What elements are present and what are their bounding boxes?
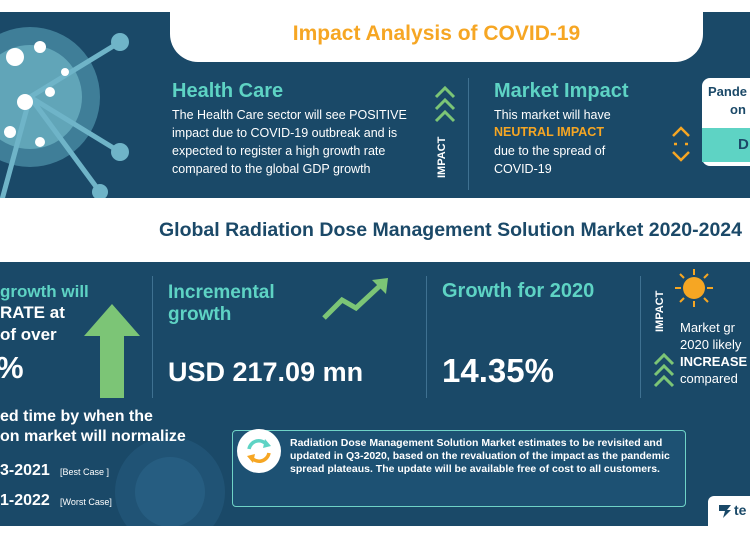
neutral-impact-highlight: NEUTRAL IMPACT	[494, 125, 604, 139]
growth-2020-value: 14.35%	[442, 352, 554, 389]
divider	[640, 276, 641, 398]
incremental-value: USD 217.09 mn	[168, 357, 364, 387]
best-case-years: 3-2021	[0, 462, 50, 479]
impact-vertical-label-2: IMPACT	[654, 290, 666, 332]
normalize-line2: on market will normalize	[0, 428, 186, 445]
update-note-text: Radiation Dose Management Solution Marke…	[290, 437, 670, 475]
divider	[426, 276, 427, 398]
pandemic-tab-line2: on	[730, 102, 746, 117]
left-stat-value: %	[0, 350, 24, 386]
worst-case-years: 1-2022	[0, 492, 50, 509]
refresh-icon	[237, 429, 281, 473]
left-stat-line3: of over	[0, 325, 57, 344]
right-impact-line2: 2020 likely	[680, 337, 742, 352]
left-stat-line1: growth will	[0, 282, 89, 301]
market-impact-line2: due to the spread of	[494, 144, 606, 158]
market-title: Global Radiation Dose Management Solutio…	[159, 219, 742, 241]
virus-watermark-icon	[115, 437, 225, 526]
market-impact-heading: Market Impact	[494, 80, 629, 102]
right-impact-line3: compared	[680, 371, 738, 386]
up-arrow-icon	[84, 304, 140, 398]
worst-case-tag: [Worst Case]	[60, 497, 112, 507]
market-impact-line1: This market will have	[494, 108, 611, 122]
incremental-label-2: growth	[168, 304, 232, 325]
update-note-box	[232, 430, 686, 507]
incremental-label-1: Incremental	[168, 282, 275, 303]
divider	[468, 78, 469, 190]
brand-text: te	[734, 502, 747, 518]
neutral-arrows-icon	[672, 126, 690, 162]
health-care-heading: Health Care	[172, 80, 284, 102]
left-stat-line2: RATE at	[0, 303, 65, 322]
normalize-line1: ed time by when the	[0, 408, 153, 425]
pandemic-tab-line1: Pande	[708, 84, 748, 99]
virus-icon	[0, 27, 129, 198]
right-impact-line1: Market gr	[680, 320, 735, 335]
title-pill	[170, 0, 703, 62]
sun-icon	[675, 269, 713, 307]
trend-up-icon	[322, 278, 388, 320]
growth-2020-label: Growth for 2020	[442, 280, 595, 302]
divider	[152, 276, 153, 398]
brand-logo-icon	[719, 505, 731, 518]
page-title: Impact Analysis of COVID-19	[292, 22, 581, 45]
pandemic-tab-line3: D	[738, 136, 749, 153]
health-care-text: The Health Care sector will see POSITIVE…	[172, 108, 407, 176]
impact-vertical-label: IMPACT	[436, 136, 448, 178]
pandemic-tab-fill	[702, 128, 750, 162]
right-impact-highlight: INCREASE	[680, 354, 748, 369]
up-chevrons-icon	[434, 85, 456, 123]
market-impact-line3: COVID-19	[494, 162, 552, 176]
up-chevrons-icon	[653, 352, 675, 388]
best-case-tag: [Best Case ]	[60, 467, 110, 477]
